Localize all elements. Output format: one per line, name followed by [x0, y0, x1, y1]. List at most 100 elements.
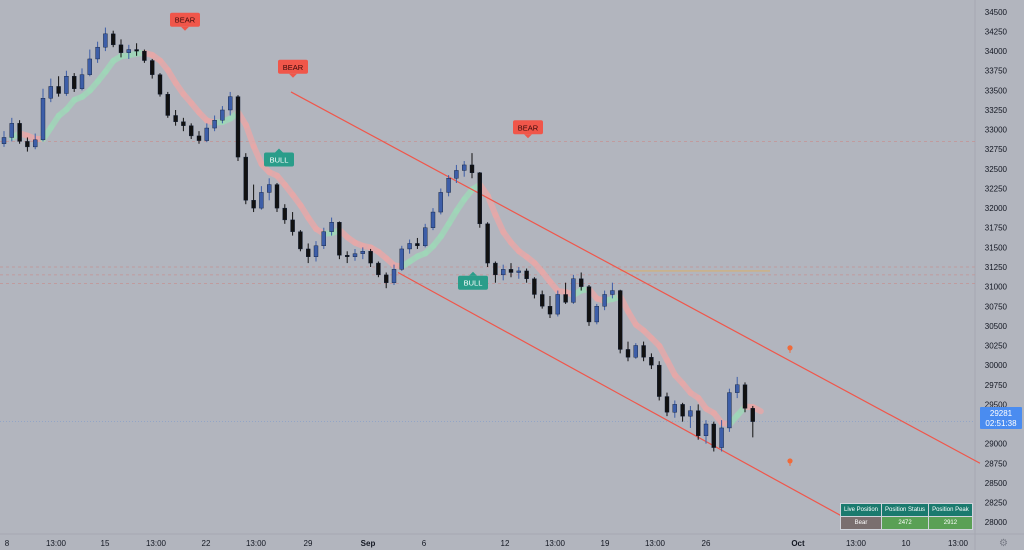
x-tick-label: 29 — [304, 539, 313, 548]
candle-body — [563, 294, 568, 303]
candle-body — [555, 294, 560, 315]
signal-label: BULL — [464, 279, 483, 288]
signal-pointer — [181, 26, 189, 31]
candle-body — [633, 345, 638, 358]
x-tick-label: 13:00 — [545, 539, 566, 548]
channel-lower-line — [397, 271, 861, 527]
position-peak-value: 2912 — [928, 516, 973, 530]
signal-box — [264, 152, 294, 167]
y-tick-label: 34000 — [985, 47, 1008, 56]
signal-label: BEAR — [175, 16, 196, 25]
candle-body — [71, 76, 77, 89]
x-tick-label: 15 — [101, 539, 110, 548]
position-status-value: 2472 — [881, 516, 930, 530]
candle-body — [571, 278, 576, 303]
y-tick-label: 29500 — [985, 400, 1008, 409]
candle-body — [352, 253, 358, 257]
y-tick-label: 32250 — [985, 184, 1008, 193]
candle-body — [306, 248, 311, 257]
bear-signal: BEAR — [513, 120, 543, 139]
candle-body — [181, 121, 186, 126]
candle-body — [33, 139, 38, 148]
y-tick-label: 31750 — [985, 224, 1008, 233]
candle-body — [618, 290, 623, 350]
candle-body — [696, 410, 701, 436]
candle-body — [610, 290, 615, 295]
y-tick-label: 29750 — [985, 381, 1008, 390]
candle-body — [735, 384, 740, 393]
x-tick-label: 13:00 — [948, 539, 969, 548]
y-tick-label: 29000 — [985, 440, 1008, 449]
signal-box — [278, 59, 308, 74]
candle-body — [485, 223, 490, 264]
candle-body — [360, 251, 365, 254]
candle-body — [594, 306, 599, 323]
bull-signal: BULL — [458, 271, 488, 290]
candle-body — [95, 46, 100, 60]
candle-body — [321, 231, 326, 247]
candle-body — [235, 96, 241, 158]
candle-body — [9, 123, 15, 138]
x-tick-label: 6 — [422, 539, 427, 548]
position-live-value: Bear — [839, 516, 883, 530]
candle-body — [750, 408, 755, 422]
candle-body — [274, 184, 280, 209]
candle-body — [87, 58, 93, 75]
current-price-value: 29281 — [989, 409, 1013, 418]
y-tick-label: 30500 — [985, 322, 1008, 331]
x-tick-label: 19 — [601, 539, 610, 548]
candle-body — [602, 294, 607, 307]
candle-body — [227, 96, 233, 111]
y-tick-label: 34500 — [985, 8, 1008, 17]
signal-box — [170, 12, 200, 27]
trend-band-segment — [243, 122, 257, 150]
candle-body — [625, 349, 631, 358]
candle-body — [212, 119, 217, 129]
bear-signal: BEAR — [278, 59, 308, 78]
candle-body — [48, 86, 53, 99]
candle-body — [688, 410, 693, 417]
candle-body — [399, 248, 404, 270]
y-tick-label: 33750 — [985, 67, 1008, 76]
bear-signal: BEAR — [170, 12, 200, 31]
x-tick-label: Sep — [361, 539, 376, 548]
candle-body — [282, 207, 287, 221]
candle-body — [220, 109, 225, 121]
x-tick-label: 22 — [202, 539, 211, 548]
candle-body — [204, 127, 210, 141]
candle-body — [126, 49, 132, 53]
signal-pointer — [289, 73, 297, 78]
candle-body — [110, 33, 116, 46]
candle-body — [391, 269, 397, 283]
x-tick-label: 26 — [702, 539, 711, 548]
candle-body — [462, 164, 467, 171]
candle-body — [142, 50, 147, 61]
y-tick-label: 28250 — [985, 499, 1008, 508]
candle-body — [118, 44, 124, 53]
position-header-peak: Position Peak — [928, 503, 973, 517]
candle-body — [196, 135, 202, 141]
y-tick-label: 32750 — [985, 145, 1008, 154]
candle-body — [329, 222, 334, 232]
candle-body — [40, 98, 46, 141]
candle-body — [415, 243, 420, 247]
candle-body — [477, 172, 482, 225]
y-tick-label: 30250 — [985, 342, 1008, 351]
signal-box — [513, 120, 543, 135]
bull-signal: BULL — [264, 148, 294, 167]
candle-body — [438, 192, 443, 213]
candle-body — [337, 222, 342, 256]
x-tick-label: 13:00 — [645, 539, 666, 548]
gear-icon[interactable]: ⚙ — [999, 538, 1008, 549]
x-tick-label: 13:00 — [46, 539, 67, 548]
candle-body — [501, 269, 506, 276]
y-tick-label: 32000 — [985, 204, 1008, 213]
candle-body — [664, 396, 670, 413]
candle-body — [290, 219, 295, 232]
candle-body — [56, 86, 61, 94]
y-tick-label: 34250 — [985, 27, 1008, 36]
y-tick-label: 30750 — [985, 302, 1008, 311]
candle-body — [267, 184, 272, 193]
